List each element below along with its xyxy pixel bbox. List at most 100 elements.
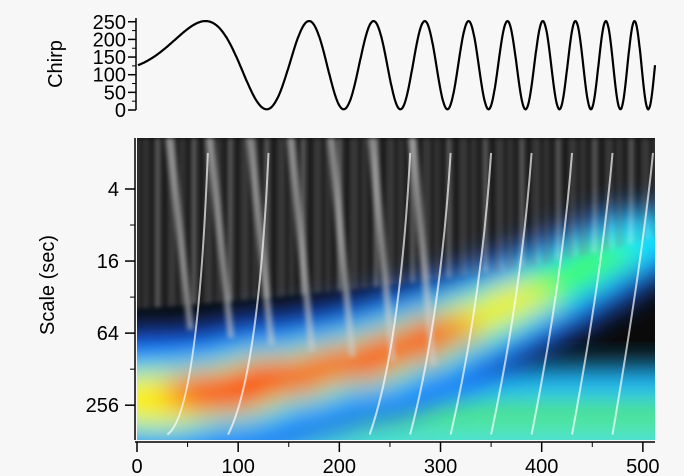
phase-stripe — [410, 138, 415, 283]
phase-stripe — [203, 138, 208, 304]
phase-stripe — [616, 138, 621, 248]
phase-ridge-line — [166, 152, 209, 436]
phase-stripe — [428, 138, 431, 281]
phase-stripe — [209, 138, 212, 303]
scalogram-x-tick-label: 100 — [221, 456, 254, 476]
phase-stripe — [240, 138, 245, 301]
phase-ridge-line — [227, 152, 270, 435]
phase-stripe — [640, 138, 645, 241]
phase-ridge-line — [530, 152, 574, 435]
phase-stripe — [580, 138, 585, 256]
cone-streak — [205, 138, 235, 338]
chirp-y-axis-title: Chirp — [45, 40, 67, 88]
phase-stripe — [270, 138, 273, 298]
scalogram-heatmap — [137, 138, 655, 440]
scalogram-y-tick-label: 16 — [97, 251, 119, 273]
chirp-y-tick-label: 150 — [93, 47, 126, 69]
phase-stripe — [161, 138, 164, 307]
phase-stripe — [549, 138, 552, 262]
ridge-green — [521, 263, 602, 292]
cone-streak — [165, 138, 194, 330]
phase-stripe — [507, 138, 512, 269]
phase-stripe — [592, 138, 597, 253]
phase-stripe — [264, 138, 269, 299]
phase-ridge-line — [449, 152, 493, 435]
phase-stripe — [398, 138, 403, 285]
phase-stripe — [361, 138, 366, 289]
scalogram-x-tick-label: 400 — [525, 456, 558, 476]
phase-stripe — [440, 138, 443, 279]
phase-stripe — [652, 138, 655, 238]
chirp-y-tick-label: 200 — [93, 29, 126, 51]
phase-stripe — [470, 138, 475, 275]
phase-stripe — [628, 138, 633, 244]
phase-stripe — [246, 138, 249, 300]
phase-stripe — [173, 138, 176, 306]
cone-streak — [367, 138, 396, 362]
chirp-y-tick-label: 0 — [115, 100, 126, 122]
cone-streak — [286, 138, 316, 351]
phase-stripe — [185, 138, 188, 305]
scalogram-y-tick-label: 4 — [108, 179, 119, 201]
scalogram-y-axis-title: Scale (sec) — [37, 235, 59, 335]
scalogram-y-axis: 4 16 64 256 — [86, 138, 136, 440]
phase-stripe — [331, 138, 334, 292]
scalogram-x-tick-label: 0 — [131, 456, 142, 476]
phase-stripe — [313, 138, 318, 294]
chirp-series-line — [137, 19, 657, 111]
phase-stripe — [355, 138, 358, 289]
phase-ridge-line — [611, 152, 654, 435]
phase-stripe — [646, 138, 649, 240]
phase-stripe — [452, 138, 455, 277]
phase-stripe — [149, 138, 152, 308]
chirp-y-tick-label: 50 — [104, 82, 126, 104]
phase-stripe — [543, 138, 548, 263]
phase-ridge-line — [571, 152, 614, 435]
phase-stripe — [489, 138, 492, 272]
ridge-green — [567, 243, 638, 272]
phase-stripe — [391, 138, 394, 285]
scalogram-y-tick-label: 64 — [97, 323, 119, 345]
phase-stripe — [513, 138, 516, 268]
phase-stripe — [519, 138, 524, 267]
phase-stripe — [167, 138, 172, 307]
phase-stripe — [404, 138, 407, 284]
phase-stripe — [495, 138, 500, 271]
phase-stripe — [561, 138, 564, 260]
phase-stripe — [537, 138, 540, 264]
cone-streak — [408, 138, 437, 366]
phase-stripe — [300, 138, 305, 295]
phase-stripe — [306, 138, 309, 295]
phase-stripe — [622, 138, 625, 246]
phase-stripe — [143, 138, 148, 309]
phase-stripe — [567, 138, 572, 258]
phase-stripe — [501, 138, 504, 270]
phase-stripe — [458, 138, 463, 277]
chirp-y-tick-label: 100 — [93, 65, 126, 87]
ridge-red — [228, 360, 329, 395]
phase-stripe — [282, 138, 285, 297]
phase-stripe — [367, 138, 370, 288]
phase-stripe — [446, 138, 451, 278]
phase-stripe — [385, 138, 390, 286]
chirp-y-tick-label: 250 — [93, 12, 126, 34]
ridge-yellow — [488, 285, 555, 310]
phase-stripe — [288, 138, 293, 296]
scalogram-x-tick-label: 300 — [424, 456, 457, 476]
phase-stripe — [610, 138, 613, 249]
phase-stripe — [598, 138, 601, 252]
phase-stripe — [422, 138, 427, 281]
phase-stripe — [483, 138, 488, 273]
phase-stripe — [349, 138, 354, 290]
scalogram-x-tick-label: 200 — [323, 456, 356, 476]
phase-stripe — [343, 138, 346, 291]
wavelet-scalogram: 4 16 64 256 0 100 200 300 400 500 Scale (sec) — [37, 138, 660, 476]
phase-stripe — [197, 138, 200, 304]
phase-stripe — [325, 138, 330, 293]
phase-stripe — [574, 138, 577, 257]
phase-stripe — [531, 138, 536, 265]
phase-ridge-line — [409, 152, 452, 435]
scalogram-x-tick-label: 500 — [626, 456, 659, 476]
